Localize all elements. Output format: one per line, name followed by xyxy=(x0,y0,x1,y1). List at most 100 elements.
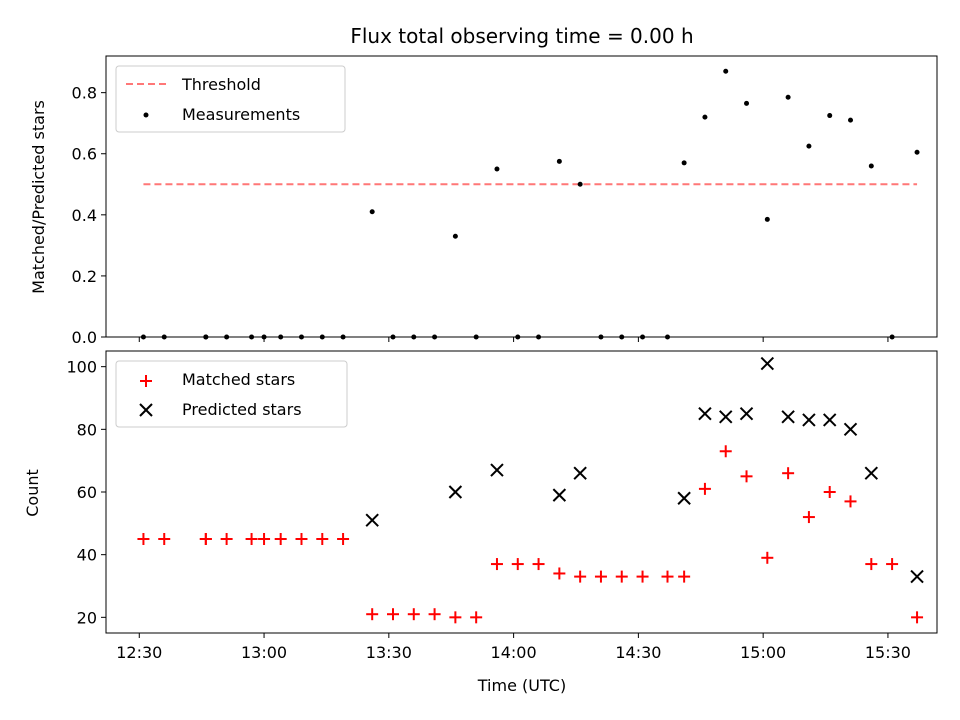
predicted-star-point xyxy=(719,410,733,424)
measurement-point xyxy=(577,181,583,187)
matched-star-point xyxy=(698,482,711,495)
top-y-tick-label: 0.2 xyxy=(72,267,97,286)
bottom-y-axis-label: Count xyxy=(23,469,42,517)
matched-star-point xyxy=(740,470,753,483)
predicted-star-point xyxy=(739,406,754,421)
matched-star-point xyxy=(636,570,649,583)
measurement-point xyxy=(848,117,854,123)
predicted-star-point xyxy=(802,413,816,427)
matched-star-point xyxy=(594,570,607,583)
top-y-tick-label: 0.4 xyxy=(72,206,97,225)
bottom-x-tick-label: 14:00 xyxy=(491,643,537,662)
matched-star-point xyxy=(661,570,674,583)
matched-star-point xyxy=(615,570,628,583)
matched-star-point xyxy=(911,611,924,624)
chart-title: Flux total observing time = 0.00 h xyxy=(350,24,693,48)
measurement-point xyxy=(785,94,791,100)
bottom-y-tick-label: 20 xyxy=(77,608,97,627)
measurement-point xyxy=(556,158,562,164)
legend-measurements-label: Measurements xyxy=(182,105,300,124)
top-legend-box xyxy=(115,65,346,133)
measurement-point xyxy=(827,113,833,119)
matched-star-point xyxy=(553,567,566,580)
bottom-x-tick-label: 14:30 xyxy=(615,643,661,662)
bottom-x-tick-label: 15:30 xyxy=(865,643,911,662)
matched-star-point xyxy=(532,558,545,571)
predicted-star-point xyxy=(864,466,879,480)
predicted-star-point xyxy=(490,463,504,477)
matched-star-point xyxy=(719,445,732,458)
matched-star-point xyxy=(802,511,815,524)
measurement-point xyxy=(868,163,874,169)
measurement-point xyxy=(723,68,729,74)
predicted-star-point xyxy=(843,422,858,437)
top-y-tick-label: 0.6 xyxy=(72,145,97,164)
predicted-star-point xyxy=(365,513,379,527)
matched-star-point xyxy=(761,551,774,564)
top-legend: Threshold Measurements xyxy=(115,65,346,133)
legend-matched-label: Matched stars xyxy=(182,370,295,389)
measurement-point xyxy=(494,166,500,172)
matched-star-point xyxy=(386,608,399,621)
predicted-star-point xyxy=(573,466,587,480)
top-y-axis-label: Matched/Predicted stars xyxy=(29,100,48,294)
top-x-ticks xyxy=(138,337,889,342)
matched-star-point xyxy=(158,533,171,545)
matched-star-point xyxy=(295,533,308,545)
predicted-star-point xyxy=(823,413,837,427)
bottom-legend-box xyxy=(115,360,348,428)
matched-star-point xyxy=(782,467,795,480)
matched-star-point xyxy=(199,533,212,545)
predicted-star-point xyxy=(552,488,567,502)
matched-star-point xyxy=(574,570,587,583)
measurement-point xyxy=(914,149,920,155)
matched-star-point xyxy=(886,558,899,571)
matched-star-point xyxy=(274,533,287,545)
predicted-star-point xyxy=(677,491,691,505)
measurement-point xyxy=(806,143,812,149)
predicted-star-point xyxy=(448,485,463,499)
bottom-x-tick-label: 15:00 xyxy=(740,643,786,662)
matched-star-point xyxy=(844,495,857,508)
matched-star-point xyxy=(366,608,379,621)
measurement-point xyxy=(764,216,770,222)
bottom-y-ticks: 20 40 60 80 100 xyxy=(66,358,106,627)
measurement-point xyxy=(369,209,375,215)
matched-star-point xyxy=(316,533,329,545)
matched-star-point xyxy=(428,608,441,621)
measurement-point xyxy=(681,160,687,166)
matched-star-point xyxy=(823,486,836,498)
matched-star-point xyxy=(490,558,503,571)
measurement-point xyxy=(452,233,458,239)
bottom-y-tick-label: 60 xyxy=(77,483,97,502)
top-y-ticks: 0.0 0.2 0.4 0.6 0.8 xyxy=(72,84,106,347)
predicted-star-point xyxy=(760,356,775,371)
predicted-star-point xyxy=(698,406,712,421)
bottom-y-tick-label: 80 xyxy=(77,420,97,439)
matched-star-point xyxy=(511,558,524,571)
legend-predicted-swatch xyxy=(139,403,153,417)
matched-star-point xyxy=(865,558,878,571)
bottom-x-tick-label: 12:30 xyxy=(116,643,162,662)
legend-predicted-label: Predicted stars xyxy=(182,400,302,419)
x-axis-label: Time (UTC) xyxy=(477,676,566,695)
top-axes-frame xyxy=(105,55,938,338)
legend-matched-swatch xyxy=(140,375,152,387)
legend-threshold-label: Threshold xyxy=(181,75,261,94)
matched-stars-group xyxy=(137,445,924,624)
matched-star-point xyxy=(258,533,271,545)
bottom-x-ticks: 12:30 13:00 13:30 14:00 14:30 15:00 15:30 xyxy=(116,633,911,662)
matched-star-point xyxy=(137,533,150,545)
top-y-tick-label: 0.8 xyxy=(72,84,97,103)
legend-measurements-swatch xyxy=(143,112,149,118)
bottom-legend: Matched stars Predicted stars xyxy=(115,360,348,428)
bottom-panel: 20 40 60 80 100 12:30 13:00 13:30 14:00 14:30 15:… xyxy=(23,350,938,695)
matched-star-point xyxy=(449,611,462,624)
bottom-x-tick-label: 13:30 xyxy=(366,643,412,662)
top-y-tick-label: 0.0 xyxy=(72,328,97,347)
matched-star-point xyxy=(337,533,350,545)
top-panel: 0.00.20.40.60.8 Matched/Predicted stars … xyxy=(29,55,938,347)
bottom-y-tick-label: 100 xyxy=(66,358,97,377)
matched-star-point xyxy=(678,570,691,583)
